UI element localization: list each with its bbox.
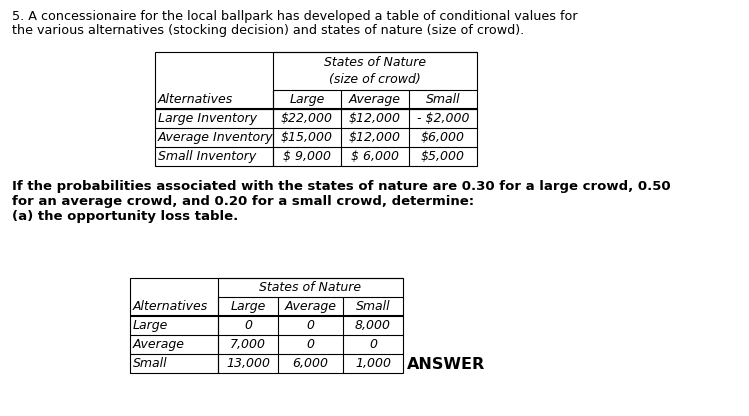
Text: Large: Large — [133, 319, 169, 332]
Text: Average Inventory: Average Inventory — [158, 131, 273, 144]
Text: 0: 0 — [306, 338, 315, 351]
Text: $5,000: $5,000 — [421, 150, 465, 163]
Text: $12,000: $12,000 — [349, 112, 401, 125]
Text: 13,000: 13,000 — [226, 357, 270, 370]
Text: Average: Average — [133, 338, 185, 351]
Text: 0: 0 — [306, 319, 315, 332]
Text: 0: 0 — [369, 338, 377, 351]
Bar — [155, 52, 477, 166]
Text: Large Inventory: Large Inventory — [158, 112, 257, 125]
Text: Large: Large — [230, 300, 266, 313]
Text: 7,000: 7,000 — [230, 338, 266, 351]
Text: for an average crowd, and 0.20 for a small crowd, determine:: for an average crowd, and 0.20 for a sma… — [12, 195, 474, 208]
Text: $ 9,000: $ 9,000 — [283, 150, 331, 163]
Bar — [130, 278, 403, 373]
Text: $22,000: $22,000 — [281, 112, 333, 125]
Text: Average: Average — [349, 93, 401, 106]
Text: States of Nature: States of Nature — [324, 56, 426, 69]
Text: 5. A concessionaire for the local ballpark has developed a table of conditional : 5. A concessionaire for the local ballpa… — [12, 10, 577, 23]
Text: Average: Average — [285, 300, 336, 313]
Text: 0: 0 — [244, 319, 252, 332]
Text: - $2,000: - $2,000 — [416, 112, 470, 125]
Text: 1,000: 1,000 — [355, 357, 391, 370]
Text: Large: Large — [289, 93, 324, 106]
Text: 8,000: 8,000 — [355, 319, 391, 332]
Text: States of Nature: States of Nature — [259, 281, 362, 294]
Text: Small: Small — [133, 357, 168, 370]
Text: 6,000: 6,000 — [293, 357, 329, 370]
Text: Small: Small — [356, 300, 390, 313]
Text: $6,000: $6,000 — [421, 131, 465, 144]
Text: (size of crowd): (size of crowd) — [329, 73, 421, 86]
Text: Alternatives: Alternatives — [158, 93, 233, 106]
Text: $12,000: $12,000 — [349, 131, 401, 144]
Text: $15,000: $15,000 — [281, 131, 333, 144]
Text: Alternatives: Alternatives — [133, 300, 208, 313]
Text: Small Inventory: Small Inventory — [158, 150, 256, 163]
Text: $ 6,000: $ 6,000 — [351, 150, 399, 163]
Text: ANSWER: ANSWER — [407, 357, 485, 372]
Text: Small: Small — [425, 93, 461, 106]
Text: the various alternatives (stocking decision) and states of nature (size of crowd: the various alternatives (stocking decis… — [12, 24, 524, 37]
Text: (a) the opportunity loss table.: (a) the opportunity loss table. — [12, 210, 238, 223]
Text: If the probabilities associated with the states of nature are 0.30 for a large c: If the probabilities associated with the… — [12, 180, 670, 193]
